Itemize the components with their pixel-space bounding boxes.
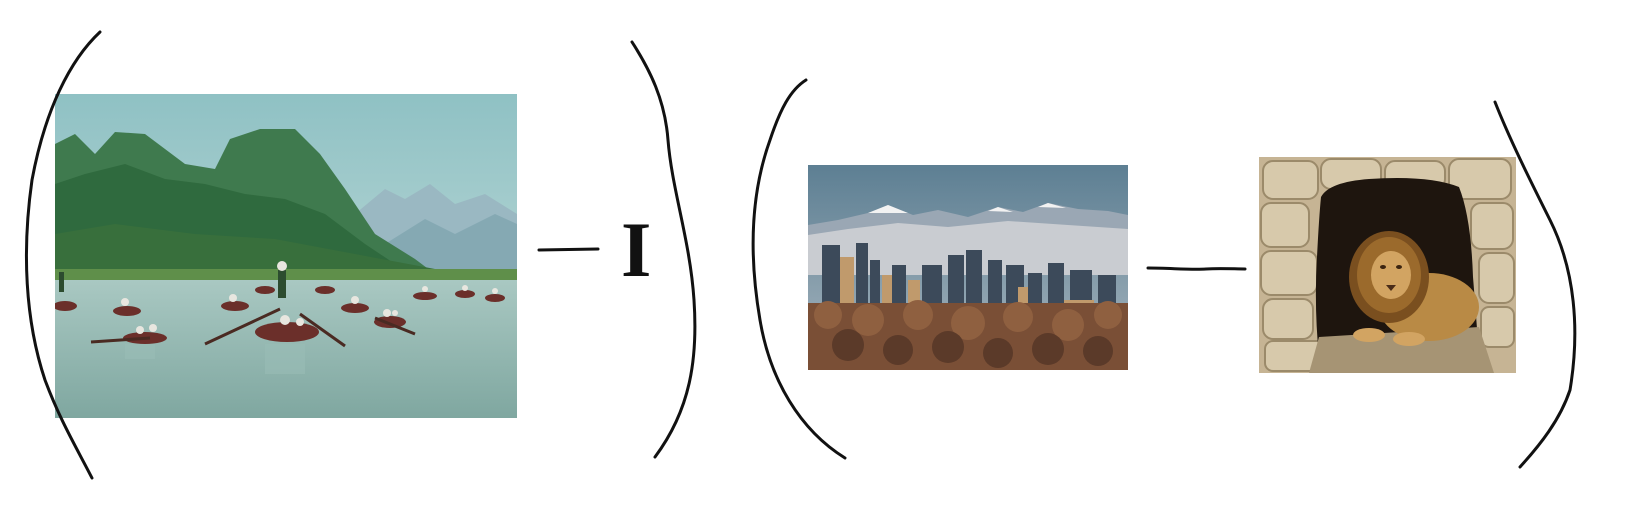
city-skyline-photo — [808, 165, 1128, 370]
letter-i: I — [621, 206, 652, 293]
minus-sign-2 — [1146, 266, 1247, 271]
lion-den-photo — [1259, 157, 1516, 373]
river-boats-photo — [55, 94, 517, 418]
minus-sign-1 — [537, 247, 600, 252]
